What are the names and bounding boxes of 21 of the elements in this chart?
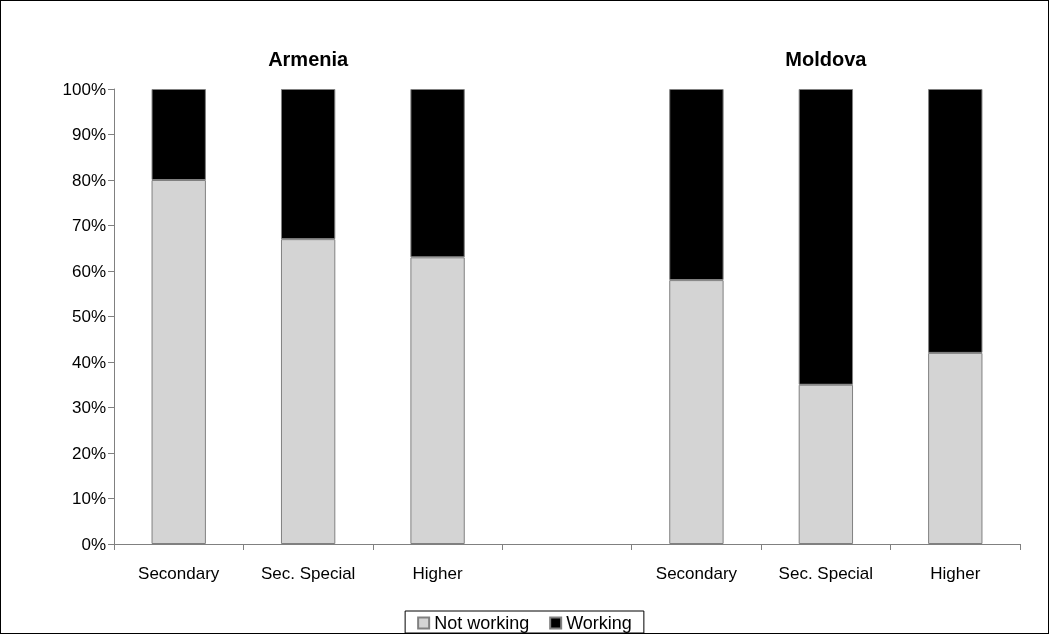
x-tick-label: Sec. Special bbox=[260, 563, 356, 583]
y-tick-label: 50% bbox=[71, 307, 106, 326]
x-tick-label: Sec. Special bbox=[778, 563, 874, 583]
legend-label: Working bbox=[566, 613, 632, 633]
y-tick-label: 0% bbox=[81, 534, 106, 554]
x-tick-label: Higher bbox=[412, 563, 463, 583]
text: Armenia bbox=[268, 48, 350, 70]
x-tick-label: Higher bbox=[930, 563, 981, 583]
y-tick-label: 40% bbox=[71, 352, 106, 372]
y-tick-label: 90% bbox=[71, 125, 106, 144]
y-tick-label: 80% bbox=[71, 170, 106, 190]
y-tick-label: 100% bbox=[62, 79, 106, 99]
y-tick-label: 60% bbox=[71, 261, 106, 281]
legend-label: Not working bbox=[434, 613, 530, 633]
x-tick-label: Secondary bbox=[138, 563, 220, 583]
y-tick-label: 70% bbox=[71, 216, 106, 235]
x-tick-label: Secondary bbox=[655, 563, 738, 583]
y-tick-label: 30% bbox=[71, 398, 106, 417]
text: Moldova bbox=[785, 48, 868, 70]
y-tick-label: 10% bbox=[71, 489, 106, 508]
y-tick-label: 20% bbox=[71, 443, 106, 463]
